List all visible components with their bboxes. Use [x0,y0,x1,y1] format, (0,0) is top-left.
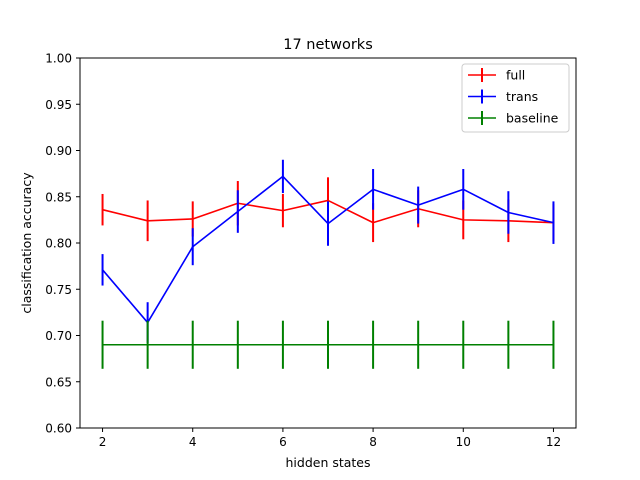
data-point [237,343,239,346]
legend-box [461,63,570,133]
y-tick-label: 0.75 [45,283,72,297]
data-point [101,208,104,211]
legend-item-full: full [468,68,525,83]
legend: full trans baseline [461,63,570,133]
data-point [507,211,510,214]
data-point [552,343,555,346]
legend-label: baseline [506,111,559,126]
data-point [327,222,329,225]
y-tick-label: 0.70 [45,329,72,343]
x-tick-label: 10 [456,435,471,449]
data-point [101,269,104,271]
x-tick-label: 8 [369,435,377,449]
series-trans [101,159,555,343]
data-point [327,199,329,202]
data-point [462,219,465,221]
data-point [101,343,104,346]
x-axis: 2 4 6 8 10 12 [99,428,561,449]
x-tick-label: 2 [99,435,107,449]
series-baseline [101,320,555,369]
data-point [237,210,239,213]
data-point [191,218,194,220]
data-point [282,343,284,346]
data-point [191,245,194,248]
data-point [372,343,374,346]
y-tick-label: 0.90 [45,144,72,158]
x-tick-label: 6 [279,435,287,449]
data-point [417,204,419,206]
legend-item-trans: trans [468,89,538,104]
data-point [372,221,374,224]
data-point [462,343,465,346]
data-point [372,188,374,191]
data-point [191,343,194,346]
y-tick-label: 0.60 [45,422,72,436]
data-point [507,343,510,346]
data-point [327,343,329,346]
x-tick-label: 12 [546,435,561,449]
x-axis-label: hidden states [285,455,370,470]
y-tick-label: 1.00 [45,52,72,66]
legend-item-baseline: baseline [468,111,559,126]
x-tick-label: 4 [189,435,197,449]
y-axis: 0.60 0.65 0.70 0.75 0.80 0.85 0.90 0.95 1.00 [45,52,80,436]
legend-label: full [506,68,525,83]
y-tick-label: 0.80 [45,237,72,251]
data-point [417,343,419,346]
data-point [146,220,149,222]
plot-area [101,159,555,369]
data-point [462,188,465,191]
y-axis-label: classification accuracy [19,172,34,314]
legend-label: trans [506,89,538,104]
y-tick-label: 0.95 [45,98,72,112]
data-point [146,343,149,346]
chart-title: 17 networks [283,37,373,53]
data-point [282,175,284,178]
data-point [282,209,284,212]
data-point [552,221,555,224]
y-tick-label: 0.65 [45,375,72,389]
y-tick-label: 0.85 [45,190,72,204]
